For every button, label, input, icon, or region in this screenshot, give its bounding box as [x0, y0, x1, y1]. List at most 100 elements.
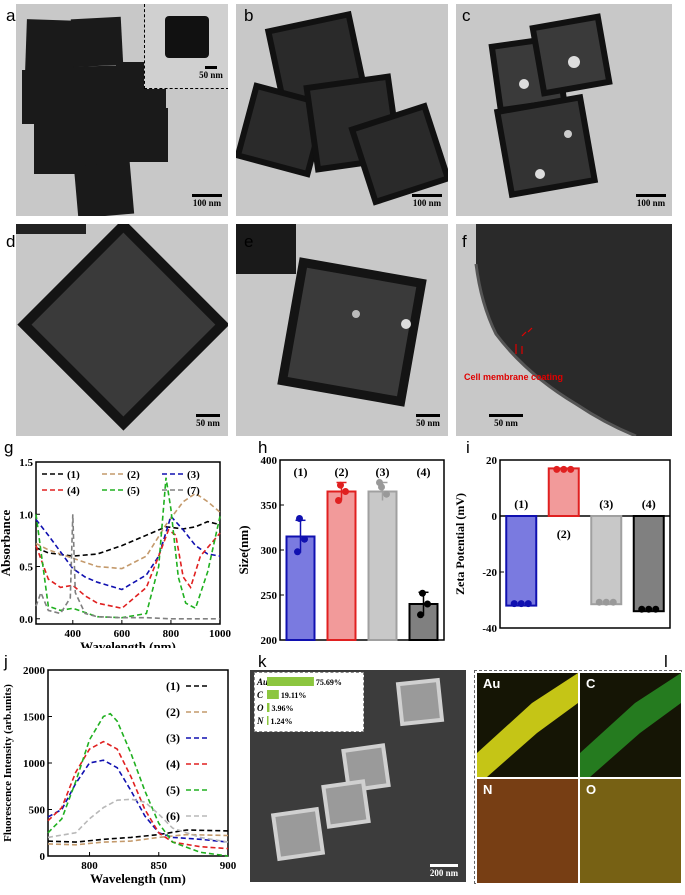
scale-bar-b: 100 nm — [408, 194, 446, 208]
category-label: (4) — [642, 497, 656, 511]
composition-value: 19.11% — [281, 691, 307, 700]
y-tick-label: 0.5 — [19, 562, 33, 574]
legend-label: (3) — [166, 731, 180, 745]
panel-label-i: i — [466, 438, 470, 457]
bar — [285, 535, 316, 641]
series-line-1 — [35, 520, 221, 557]
data-point — [424, 600, 431, 608]
tem-image-b — [236, 10, 448, 206]
composition-bar — [267, 703, 270, 712]
panel-label-b: b — [244, 6, 254, 25]
eds-maps: Au C N O — [474, 670, 682, 884]
data-point — [417, 611, 424, 619]
series-line-5 — [35, 477, 221, 619]
series-line-2 — [35, 492, 221, 570]
panel-label-a: a — [6, 6, 16, 25]
scale-bar-k: 200 nm — [426, 864, 462, 878]
category-label: (4) — [417, 465, 431, 479]
bar — [367, 490, 398, 641]
eds-composition-box: Au 75.69% C 19.11% O 3.96% N 1.24% — [254, 672, 364, 732]
data-point — [524, 600, 532, 608]
eds-map-c: C — [579, 672, 682, 778]
category-label: (2) — [557, 527, 571, 541]
tem-image-d — [16, 224, 228, 431]
eds-map-label: C — [586, 676, 596, 691]
data-point — [383, 490, 390, 498]
panel-label-c: c — [462, 6, 471, 25]
data-point — [595, 598, 603, 606]
data-point — [553, 465, 561, 473]
x-tick-label: 850 — [151, 860, 168, 872]
legend-label: (6) — [166, 809, 180, 823]
data-point — [510, 600, 518, 608]
eds-map-au: Au — [476, 672, 579, 778]
legend-label: (2) — [127, 469, 140, 481]
y-tick-label: 2000 — [23, 665, 46, 677]
bar — [326, 490, 357, 641]
chart-h: 200 250 300 350 400 Size(nm) (1) (2) (3) (4) — [236, 455, 445, 647]
data-point — [296, 515, 303, 522]
plot-frame — [499, 459, 671, 629]
tem-panel-d: 50 nm — [16, 224, 228, 436]
x-tick-label: 800 — [81, 860, 98, 872]
panel-label-k: k — [258, 652, 267, 671]
panel-label-e: e — [244, 232, 254, 251]
element-label: Au — [256, 677, 268, 687]
data-point — [602, 598, 610, 606]
data-point — [376, 479, 383, 486]
element-distribution — [477, 779, 578, 883]
data-point — [301, 535, 308, 543]
data-point — [419, 589, 426, 597]
scale-bar-e: 50 nm — [412, 414, 444, 428]
legend-label: (4) — [166, 757, 180, 771]
x-tick-label: 600 — [114, 628, 131, 640]
y-tick-label: -40 — [482, 623, 497, 635]
y-tick-label: 400 — [261, 455, 278, 467]
data-point — [342, 488, 349, 495]
y-tick-label: 20 — [486, 455, 498, 467]
scale-bar-a-inset: 50 nm — [193, 66, 228, 80]
category-label: (3) — [599, 497, 613, 511]
bar — [590, 515, 623, 606]
element-label: N — [256, 716, 264, 726]
y-tick-label: 500 — [29, 805, 46, 817]
element-distribution — [477, 673, 578, 777]
y-axis-label: Absorbance — [0, 510, 13, 577]
x-tick-label: 400 — [65, 628, 82, 640]
composition-value: 75.69% — [316, 678, 342, 687]
y-tick-label: 0.0 — [19, 614, 33, 626]
legend-label: (7) — [187, 485, 200, 497]
y-tick-label: 1500 — [23, 712, 46, 724]
composition-bar — [267, 716, 269, 725]
element-distribution — [580, 779, 681, 883]
eds-composition-chart: Au 75.69% C 19.11% O 3.96% N 1.24% — [256, 677, 342, 726]
tem-panel-f: Cell membrane coating 50 nm — [456, 224, 672, 436]
series-line-7 — [35, 514, 220, 620]
legend-label: (1) — [67, 469, 80, 481]
y-tick-label: 1000 — [23, 758, 46, 770]
y-tick-label: 350 — [261, 500, 278, 512]
data-point — [560, 465, 568, 473]
tem-image-a — [22, 16, 168, 216]
y-tick-label: -20 — [482, 567, 497, 579]
eds-map-n: N — [476, 778, 579, 884]
y-tick-label: 300 — [261, 545, 278, 557]
data-point — [645, 605, 653, 613]
eds-map-o: O — [579, 778, 682, 884]
series-line-5 — [47, 712, 229, 857]
tem-panel-e: 50 nm — [236, 224, 448, 436]
data-point — [638, 605, 646, 613]
panel-label-f: f — [462, 232, 467, 251]
y-axis-label: Zeta Potential (mV) — [453, 493, 467, 595]
chart-j: 800 850 900 0 500 1000 1500 2000 Wavelength (nm)… — [2, 665, 237, 886]
element-label: O — [257, 703, 264, 713]
tem-panel-b: 100 nm — [236, 4, 448, 216]
tem-image-e — [236, 224, 427, 407]
series-line-1 — [47, 829, 229, 843]
category-label: (2) — [335, 465, 349, 479]
y-axis-label: Size(nm) — [236, 525, 251, 574]
inset-a: 50 nm — [144, 4, 228, 89]
plot-frame — [47, 669, 229, 857]
composition-value: 1.24% — [271, 717, 293, 726]
bar — [505, 515, 538, 607]
